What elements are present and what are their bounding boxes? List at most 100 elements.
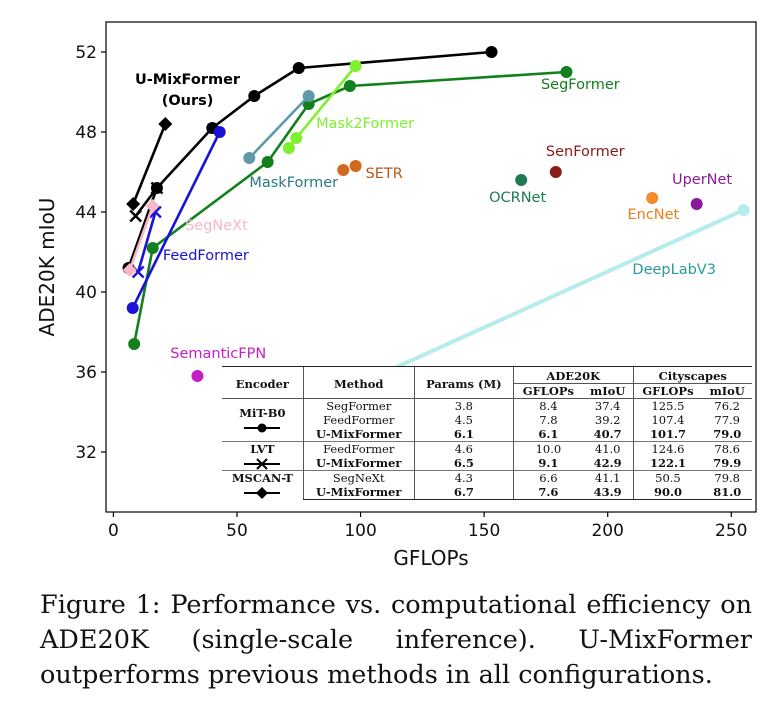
- cell-method: FeedFormer: [302, 413, 415, 427]
- cell-params: 6.7: [413, 485, 514, 500]
- y-axis-label: ADE20K mIoU: [35, 198, 59, 337]
- cell-ade-gflops: 6.1: [512, 427, 583, 442]
- x-tick-label: 150: [468, 521, 500, 541]
- encoder-marker-circle: [244, 423, 281, 433]
- cell-method: U-MixFormer: [302, 427, 415, 442]
- encoder-name: LVT: [250, 442, 275, 456]
- data-point: [282, 142, 295, 154]
- label-mask2former: Mask2Former: [316, 116, 414, 132]
- encoder-cell: LVT: [222, 441, 304, 471]
- table-row: FeedFormer 4.5 7.8 39.2 107.4 77.9: [222, 413, 752, 427]
- x-tick-label: 200: [591, 521, 623, 541]
- cell-cs-miou: 76.2: [714, 399, 740, 413]
- cell-ade-miou: 40.7: [593, 427, 622, 441]
- y-tick-label: 52: [75, 43, 97, 63]
- plot-area: [122, 46, 750, 382]
- data-point: [690, 198, 703, 210]
- table-row: MSCAN-T SegNeXt 4.3 6.6 41.1 50.5 79.8: [222, 470, 752, 500]
- cell-cs-miou: 79.0: [713, 427, 742, 441]
- series-u-mixformer-ours: [134, 187, 158, 217]
- results-table: Encoder Method Params (M) ADE20K Citysca…: [222, 366, 752, 500]
- table-row: LVT FeedFormer 4.6 10.0 41.0 124.6 78.6: [222, 441, 752, 471]
- series-line: [131, 123, 167, 205]
- y-tick-label: 40: [75, 283, 97, 303]
- y-tick-label: 32: [75, 443, 97, 463]
- header-method: Method: [302, 366, 415, 399]
- table-body: MiT-B0 SegFormer 3.8 8.4 37.4 125.5 76.2 FeedFo…: [222, 398, 752, 500]
- label-maskformer: MaskFormer: [249, 175, 338, 191]
- cell-ade-gflops: 7.8: [512, 413, 583, 427]
- data-point: [243, 152, 256, 164]
- cell-cs-gflops: 122.1: [632, 456, 703, 471]
- cell-params: 4.3: [413, 470, 514, 485]
- cell-ade-miou: 37.4: [594, 399, 621, 413]
- series-encnet: [646, 192, 659, 204]
- encoder-marker-x: [244, 458, 281, 470]
- cell-cs-miou: 79.9: [713, 456, 742, 470]
- label-segformer: SegFormer: [541, 77, 620, 93]
- cell-ade-gflops: 9.1: [512, 456, 583, 471]
- plot-frame: [105, 21, 757, 513]
- cell-cs-gflops: 125.5: [632, 398, 703, 413]
- encoder-name: MSCAN-T: [231, 471, 293, 486]
- header-cs-miou: mIoU: [702, 383, 752, 399]
- data-point: [158, 117, 173, 131]
- header-encoder: Encoder: [222, 366, 304, 399]
- data-point: [126, 197, 141, 211]
- data-point: [515, 174, 528, 186]
- series-setr: [337, 160, 362, 176]
- header-params: Params (M): [413, 366, 514, 399]
- data-point: [261, 156, 274, 168]
- series-line: [248, 95, 310, 159]
- header-ade-gflops: GFLOPs: [512, 383, 583, 399]
- series-senformer: [549, 166, 562, 178]
- cell-cs-miou: 77.9: [714, 413, 740, 427]
- label-u-mixformer-ours: (Ours): [162, 93, 214, 109]
- table-row: U-MixFormer 6.5 9.1 42.9 122.1 79.9: [222, 456, 752, 471]
- cell-cs-gflops: 90.0: [632, 485, 703, 500]
- chart: 0 50 100 150 200 250 32 36 40 44 48 52 GFLOPs ADE20K …: [35, 21, 757, 570]
- cell-method: SegFormer: [302, 398, 415, 413]
- data-point: [122, 263, 137, 277]
- cell-method: FeedFormer: [302, 441, 415, 456]
- cell-cs-gflops: 124.6: [632, 441, 703, 456]
- cell-ade-gflops: 7.6: [512, 485, 583, 500]
- header-ade20k: ADE20K: [512, 366, 634, 384]
- label-senformer: SenFormer: [546, 144, 625, 160]
- cell-ade-gflops: 10.0: [512, 441, 583, 456]
- header-ade-miou: mIoU: [582, 383, 634, 399]
- table-subheader-row: GFLOPs mIoU GFLOPs mIoU: [222, 383, 752, 399]
- label-semanticfpn: SemanticFPN: [170, 346, 266, 362]
- series-ocrnet: [515, 174, 528, 186]
- cell-params: 6.5: [413, 456, 514, 471]
- cell-cs-gflops: 101.7: [632, 427, 703, 442]
- data-point: [290, 132, 303, 144]
- cell-ade-miou: 39.2: [594, 413, 621, 427]
- cell-ade-gflops: 8.4: [512, 398, 583, 413]
- data-point: [737, 204, 750, 216]
- cell-ade-gflops: 6.6: [512, 470, 583, 485]
- y-tick-label: 44: [75, 203, 97, 223]
- label-segnext: SegNeXt: [185, 218, 248, 234]
- label-setr: SETR: [366, 166, 403, 182]
- data-point: [146, 242, 159, 254]
- annotations: U-MixFormer (Ours) SegFormer Mask2Former Mas…: [135, 72, 732, 362]
- cell-ade-miou: 42.9: [593, 456, 622, 470]
- axes: 0 50 100 150 200 250 32 36 40 44 48 52 GFLOPs ADE20K …: [35, 21, 757, 570]
- label-upernet: UperNet: [672, 172, 732, 188]
- encoder-cell: MiT-B0: [222, 399, 303, 442]
- series-semanticfpn: [191, 370, 204, 382]
- data-point: [126, 302, 139, 314]
- x-tick-label: 100: [344, 521, 376, 541]
- series-line: [134, 187, 158, 217]
- cell-cs-miou: 78.6: [702, 441, 752, 456]
- series-line: [136, 211, 157, 273]
- label-encnet: EncNet: [627, 207, 679, 223]
- table-row: U-MixFormer 6.1 6.1 40.7 101.7 79.0: [222, 427, 752, 442]
- cell-ade-miou: 41.0: [582, 441, 634, 456]
- series-deeplabv3: [389, 204, 750, 372]
- header-cityscapes: Cityscapes: [632, 366, 752, 384]
- cell-cs-gflops: 107.4: [632, 413, 703, 427]
- y-tick-label: 48: [75, 123, 97, 143]
- cell-params: 4.5: [413, 413, 514, 427]
